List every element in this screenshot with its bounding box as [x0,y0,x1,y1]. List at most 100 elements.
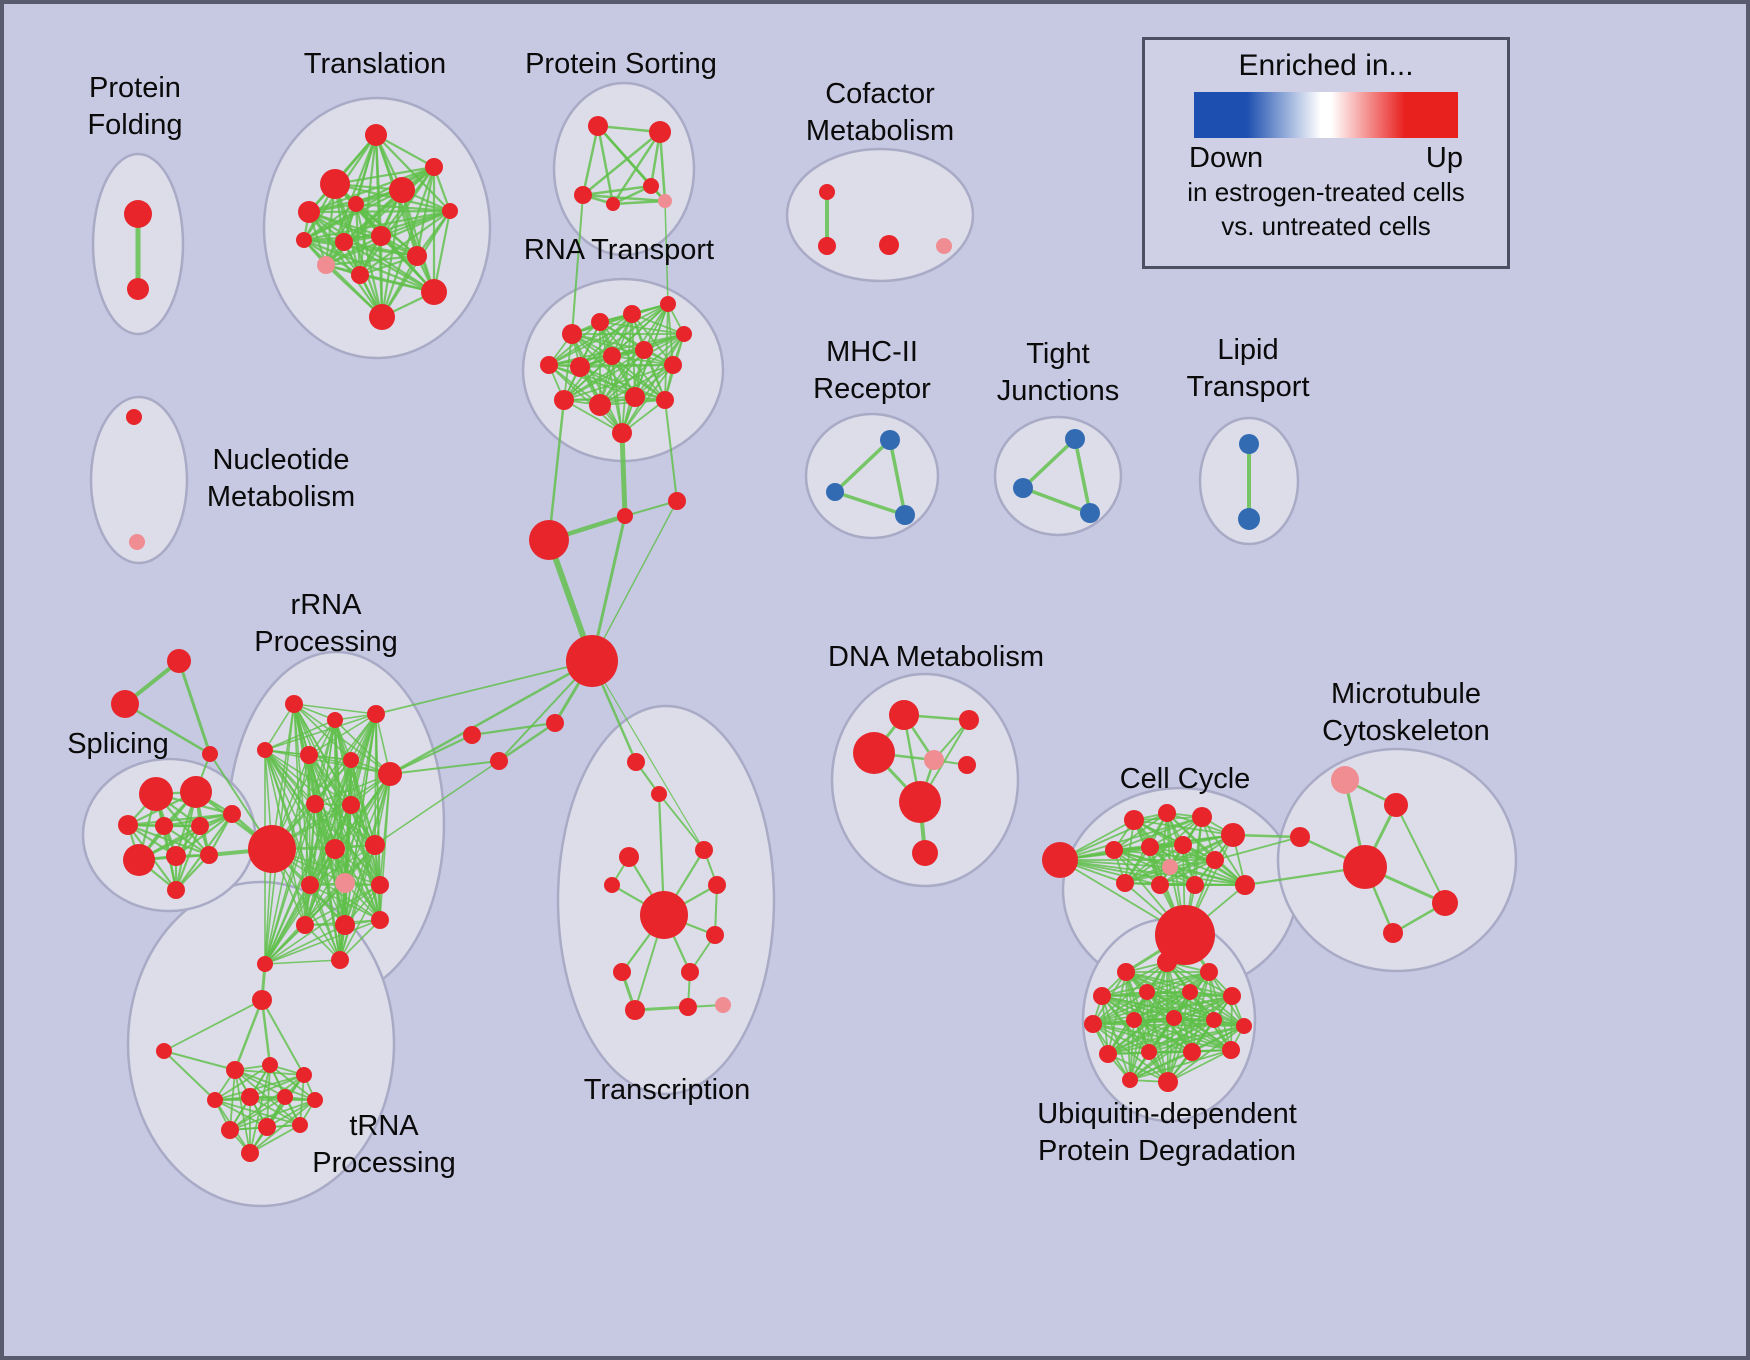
node-tx2 [651,786,667,802]
edge [579,366,636,398]
node-md4 [566,635,618,687]
cluster-ellipse-tight-junctions [993,415,1123,537]
edge [1129,1049,1232,1081]
edge [264,919,381,965]
edge [304,848,336,926]
edge [667,303,674,366]
legend-axis-labels: Down Up [1145,142,1507,175]
edge [374,133,436,294]
node-cc8 [1174,836,1192,854]
legend-title: Enriched in... [1238,49,1414,82]
edge [1146,971,1210,993]
node-ub17 [1158,1072,1178,1092]
legend-subtitle-1: in estrogen-treated cells [1187,177,1465,207]
legend-subtitle-2: vs. untreated cells [1221,211,1431,241]
node-rr7 [378,762,402,786]
node-tx1 [627,753,645,771]
edge [266,1099,316,1128]
edge [249,1074,305,1098]
node-rt13 [625,387,645,407]
node-cf1 [819,184,835,200]
edge [563,349,645,401]
edge [126,812,234,827]
node-ps3 [574,186,592,204]
edge [1133,995,1233,1021]
node-sl10 [167,881,185,899]
node-cc4 [1192,807,1212,827]
node-pf2 [127,278,149,300]
node-ub9 [1126,1012,1142,1028]
edge [664,399,678,502]
edge [342,240,436,294]
edge [1059,812,1168,861]
node-ub13 [1099,1045,1117,1063]
node-tn2 [262,1057,278,1073]
node-tx12 [679,998,697,1016]
edge [591,660,705,851]
edge [581,124,600,197]
node-sl3 [118,815,138,835]
node-tl15 [369,304,395,330]
node-ub15 [1183,1043,1201,1061]
edge [137,812,234,862]
edge [358,209,452,277]
edge [1092,991,1148,1025]
edge [591,500,678,662]
node-tl10 [371,226,391,246]
edge [233,998,264,1072]
edge [375,660,593,715]
cluster-ellipse-protein-sorting [552,81,696,257]
edge [1107,1019,1215,1055]
node-ub3 [1200,963,1218,981]
node-rr1 [285,695,303,713]
edge [214,1064,271,1101]
node-tra [167,649,191,673]
node-rr16 [296,916,314,934]
node-mt4 [1343,845,1387,889]
node-ub14 [1141,1044,1157,1060]
node-ub6 [1182,984,1198,1000]
edge [581,130,662,197]
node-rt11 [554,390,574,410]
node-cc7 [1141,838,1159,856]
edge [1214,836,1301,861]
edge [579,364,674,368]
node-trc [202,746,218,762]
node-mt2 [1384,793,1408,817]
node-rr17 [335,915,355,935]
edge [374,760,500,846]
edge [293,703,377,715]
edge [264,759,352,965]
node-dn2 [959,710,979,730]
edge [432,209,452,294]
edge [163,999,263,1052]
edge [658,130,667,203]
node-tn5 [241,1088,259,1106]
edge [1167,1025,1245,1083]
edge [621,333,685,434]
edge [1113,849,1216,861]
node-tl13 [407,246,427,266]
node-ub7 [1223,987,1241,1005]
node-tn10 [292,1117,308,1133]
node-rr20 [257,956,273,972]
edge [174,824,202,892]
edge [308,713,377,756]
node-dn3 [853,732,895,774]
edge [579,303,669,368]
node-tl11 [317,256,335,274]
node-tn6 [277,1089,293,1105]
node-tl8 [296,232,312,248]
edge [1133,1019,1245,1027]
node-cc5 [1221,823,1245,847]
node-tx5 [640,891,688,939]
node-tl14 [421,279,447,305]
edge [314,803,376,846]
node-cc10 [1162,859,1178,875]
edge [833,490,907,517]
edge [314,803,341,961]
node-dn6 [899,781,941,823]
node-sl4 [155,817,173,835]
edge [308,754,346,926]
edge [350,804,381,921]
